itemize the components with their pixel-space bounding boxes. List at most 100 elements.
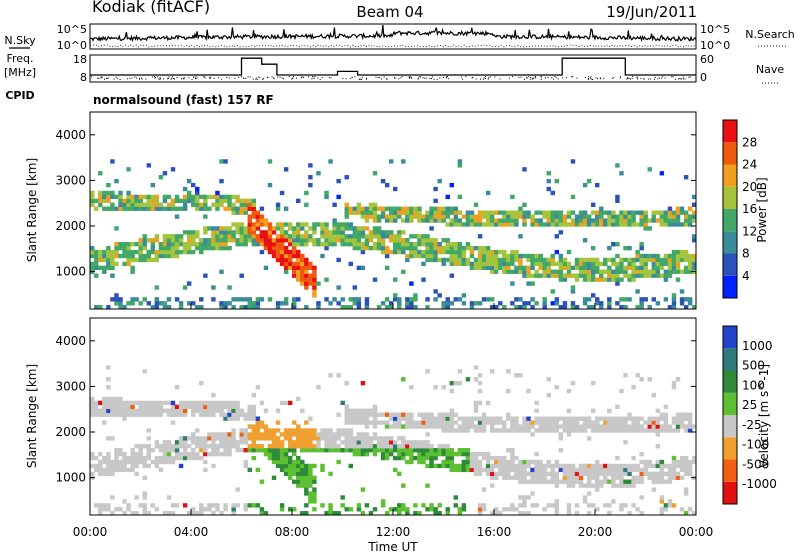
powerPanel-cell: [287, 253, 293, 259]
velPanel-cell: [453, 381, 459, 386]
powerPanel-cell: [691, 210, 697, 215]
powerPanel-cell: [623, 210, 628, 215]
nave-dot: [108, 77, 110, 79]
velPanel-cell: [526, 416, 531, 421]
powerPanel-cell: [498, 261, 503, 267]
colorbar-swatch: [723, 142, 737, 165]
powerPanel-cell: [384, 234, 390, 239]
velPanel-cell: [304, 420, 309, 425]
powerPanel-cell: [691, 261, 697, 267]
velPanel-cell: [162, 440, 168, 445]
powerPanel-cell: [388, 159, 394, 164]
velPanel-cell: [530, 471, 535, 476]
powerPanel-cell: [215, 226, 220, 231]
powerPanel-cell: [603, 269, 608, 274]
velPanel-cell: [603, 503, 608, 508]
velPanel-cell: [405, 444, 410, 449]
velPanel-cell: [445, 455, 450, 461]
powerPanel-cell: [429, 242, 434, 247]
velPanel-cell: [595, 471, 600, 476]
velPanel-cell: [372, 420, 378, 425]
powerPanel-cell: [203, 202, 208, 207]
colorbar-tick-label: 25: [742, 398, 757, 412]
powerPanel-cell: [554, 301, 560, 306]
nave-dot: [611, 77, 613, 79]
velPanel-cell: [219, 412, 224, 417]
velPanel-cell: [502, 463, 507, 469]
velPanel-cell: [98, 467, 103, 473]
velPanel-cell: [130, 404, 135, 410]
nave-dot: [631, 76, 633, 78]
powerPanel-cell: [578, 210, 584, 215]
powerPanel-cell: [211, 230, 216, 235]
powerPanel-cell: [344, 202, 349, 207]
velPanel-cell: [441, 463, 446, 469]
powerPanel-cell: [344, 222, 349, 227]
velPanel-cell: [267, 444, 273, 449]
colorbar-tick-label: 12: [742, 224, 757, 238]
velPanel-cell: [348, 507, 353, 512]
nave-dot: [167, 78, 169, 80]
powerPanel-cell: [191, 230, 196, 235]
velPanel-cell: [607, 479, 612, 484]
velPanel-cell: [441, 416, 446, 421]
velPanel-cell: [146, 428, 151, 433]
powerPanel-cell: [667, 273, 673, 278]
powerPanel-cell: [134, 202, 139, 207]
powerPanel-cell: [546, 214, 551, 219]
velPanel-cell: [526, 511, 531, 516]
powerPanel-cell: [283, 265, 289, 270]
velPanel-cell: [106, 467, 111, 473]
nave-dot: [330, 77, 332, 79]
velPanel-cell: [494, 471, 499, 476]
powerPanel-cell: [473, 202, 479, 207]
nave-dot: [689, 76, 691, 78]
velPanel-cell: [146, 412, 151, 417]
powerPanel-cell: [316, 301, 321, 306]
powerPanel-cell: [518, 265, 523, 270]
powerPanel-cell: [122, 249, 127, 255]
powerPanel-cell: [558, 261, 564, 267]
velPanel-cell: [178, 440, 184, 445]
velPanel-cell: [287, 400, 293, 406]
velPanel-cell: [227, 440, 232, 445]
velPanel-cell: [671, 455, 677, 461]
velPanel-cell: [510, 467, 515, 473]
powerPanel-cell: [510, 253, 515, 259]
powerPanel-cell: [368, 206, 374, 211]
velPanel-cell: [619, 424, 624, 429]
velPanel-cell: [558, 448, 564, 453]
powerPanel-cell: [239, 202, 244, 207]
powerPanel-cell: [126, 194, 131, 200]
powerPanel-cell: [300, 265, 305, 270]
powerPanel-cell: [235, 210, 240, 215]
velPanel-cell: [397, 416, 402, 421]
powerPanel-cell: [453, 245, 459, 251]
velPanel-cell: [308, 479, 313, 484]
velPanel-cell: [441, 428, 446, 433]
powerPanel-cell: [534, 222, 539, 227]
powerPanel-cell: [687, 301, 693, 306]
powerPanel-cell: [231, 210, 236, 215]
powerPanel-cell: [215, 198, 220, 204]
velPanel-cell: [687, 471, 693, 476]
powerPanel-cell: [122, 206, 127, 211]
velPanel-cell: [578, 471, 584, 476]
powerPanel-cell: [90, 261, 95, 267]
velPanel-cell: [312, 436, 317, 441]
velPanel-cell: [659, 507, 665, 512]
velPanel-cell: [90, 408, 95, 413]
velPanel-cell: [178, 400, 184, 406]
velPanel-cell: [235, 400, 240, 406]
velPanel-cell: [655, 463, 661, 469]
velPanel-cell: [405, 459, 410, 465]
velPanel-cell: [518, 495, 523, 500]
powerPanel-cell: [219, 159, 224, 164]
powerPanel-cell: [643, 257, 648, 263]
powerPanel-cell: [166, 305, 172, 310]
powerPanel-cell: [292, 269, 297, 274]
powerPanel-cell: [562, 305, 568, 310]
velPanel-cell: [542, 420, 547, 425]
velPanel-cell: [243, 428, 248, 433]
powerPanel-cell: [615, 218, 620, 223]
